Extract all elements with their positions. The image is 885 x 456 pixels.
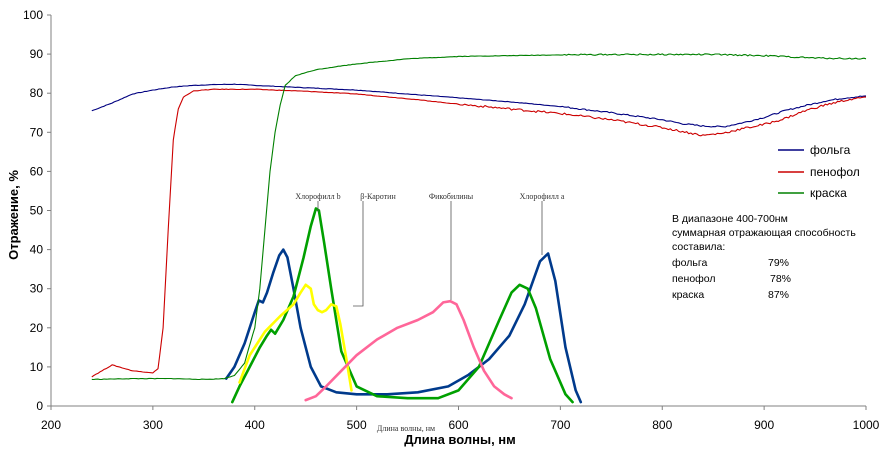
y-tick-labels: 0 10 20 30 40 50 60 70 80 90 100 [23,8,51,413]
y-tick-label: 40 [30,243,44,257]
note-line-3: составила: [672,241,725,253]
x-tick-label: 300 [143,418,163,432]
pigment-label-3: Хлорофилл a [520,192,565,201]
legend-label-folga: фольга [810,143,851,157]
summary-note: В диапазоне 400-700нм суммарная отражающ… [672,213,856,301]
note-name-folga: фольга [672,257,707,269]
axes [50,15,866,407]
x-tick-label: 800 [652,418,672,432]
pigment-curves [224,207,583,404]
note-name-kraska: краска [672,289,704,301]
series-line-2 [91,53,867,381]
pigment-curve-3 [304,299,513,402]
y-tick-label: 50 [30,204,44,218]
x-tick-label: 500 [347,418,367,432]
pigment-curve-2 [238,283,353,392]
legend-label-penofol: пенофол [810,165,860,179]
note-line-1: В диапазоне 400-700нм [672,213,788,225]
note-value-penofol: 78% [770,273,791,285]
y-tick-label: 70 [30,125,44,139]
legend: фольга пенофол краска [778,143,860,200]
x-tick-label: 900 [754,418,774,432]
series-line-1 [91,88,866,378]
y-tick-label: 20 [30,321,44,335]
x-axis-title: Длина волны, нм [404,432,516,447]
pigment-label-0: Хлорофилл b [295,192,340,201]
series-lines [91,53,867,381]
pigment-label-1: β-Каротин [360,192,396,201]
x-tick-label: 1000 [853,418,880,432]
pigment-leader-1 [353,201,364,307]
legend-label-kraska: краска [810,186,847,200]
pigment-label-2: Фикобилины [429,192,474,201]
x-tick-labels: 200 300 400 500 600 700 800 900 1000 [41,406,880,432]
y-tick-label: 100 [23,8,43,22]
y-tick-label: 60 [30,164,44,178]
x-tick-label: 200 [41,418,61,432]
y-tick-label: 0 [36,399,43,413]
pigment-curve-0 [224,248,583,404]
y-tick-label: 10 [30,360,44,374]
x-tick-label: 400 [245,418,265,432]
y-tick-label: 30 [30,282,44,296]
note-value-kraska: 87% [768,289,789,301]
inner-x-axis-title: Длина волны, нм [377,424,435,433]
series-line-0 [91,83,867,128]
note-value-folga: 79% [768,257,789,269]
pigment-labels: Хлорофилл b β-Каротин Фикобилины Хлорофилл … [295,192,565,307]
x-tick-label: 700 [550,418,570,432]
pigment-curve-1 [231,207,574,404]
note-name-penofol: пенофол [672,273,716,285]
y-tick-label: 90 [30,47,44,61]
x-tick-label: 600 [448,418,468,432]
y-axis-title: Отражение, % [6,170,21,260]
y-tick-label: 80 [30,86,44,100]
note-line-2: суммарная отражающая способность [672,227,856,239]
